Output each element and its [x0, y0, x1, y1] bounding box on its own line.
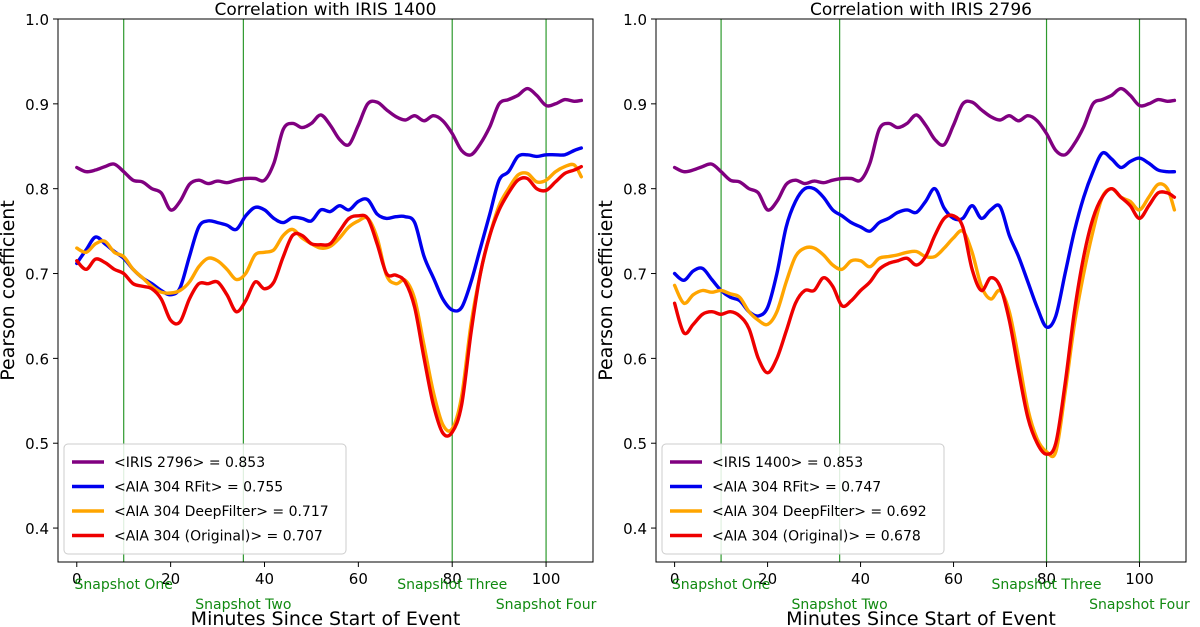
y-tick-label: 0.8 [25, 181, 49, 199]
plot-frame [57, 18, 594, 563]
legend-entry: <IRIS 1400> = 0.853 [712, 455, 863, 471]
y-axis-label: Pearson coefficient [0, 200, 19, 381]
x-tick-label: 80 [1037, 570, 1056, 588]
y-tick-label: 0.5 [25, 435, 49, 453]
legend-entry: <AIA 304 DeepFilter> = 0.692 [712, 504, 927, 520]
y-tick-label: 0.5 [623, 435, 647, 453]
legend-entry: <AIA 304 RFit> = 0.755 [114, 480, 283, 496]
series-line [75, 164, 583, 438]
legend-entry: <AIA 304 (Original)> = 0.707 [114, 529, 323, 545]
snapshot-label: Snapshot Three [397, 577, 507, 593]
chart-title: Correlation with IRIS 1400 [215, 0, 437, 20]
snapshot-label: Snapshot Four [1089, 597, 1190, 613]
y-tick-label: 0.6 [25, 350, 49, 368]
plot-frame [655, 18, 1187, 563]
x-tick-label: 100 [1125, 570, 1154, 588]
series-line [75, 86, 583, 212]
x-axis-label: Minutes Since Start of Event [786, 608, 1056, 627]
legend: <IRIS 2796> = 0.853 <AIA 304 RFit> = 0.75… [63, 443, 347, 555]
y-tick-label: 0.7 [25, 266, 49, 284]
legend-entry: <AIA 304 DeepFilter> = 0.717 [114, 504, 329, 520]
series-line [75, 162, 583, 433]
series-line [672, 187, 1177, 456]
legend-entry: <IRIS 2796> = 0.853 [114, 455, 265, 471]
snapshot-label: Snapshot One [672, 577, 770, 593]
x-axis-label: Minutes Since Start of Event [191, 608, 461, 627]
x-tick-label: 40 [851, 570, 870, 588]
snapshot-label: Snapshot Four [496, 597, 597, 613]
snapshot-label: Snapshot One [74, 577, 172, 593]
x-tick-label: 0 [72, 570, 82, 588]
series-line [672, 86, 1177, 212]
x-tick-label: 100 [532, 570, 561, 588]
x-tick-label: 20 [161, 570, 180, 588]
y-tick-label: 1.0 [623, 11, 647, 29]
y-tick-label: 0.4 [25, 520, 49, 538]
y-tick-label: 0.8 [623, 181, 647, 199]
series-line [672, 150, 1177, 329]
x-tick-label: 20 [758, 570, 777, 588]
legend: <IRIS 1400> = 0.853 <AIA 304 RFit> = 0.74… [661, 443, 945, 555]
y-tick-label: 0.7 [623, 266, 647, 284]
y-tick-label: 0.6 [623, 350, 647, 368]
y-tick-label: 0.4 [623, 520, 647, 538]
snapshot-label: Snapshot Two [195, 597, 291, 613]
x-tick-label: 60 [944, 570, 963, 588]
chart-panel-1: Correlation with IRIS 1400 0.4 0.5 0.6 0.7 0.… [0, 0, 597, 627]
y-tick-label: 0.9 [623, 96, 647, 114]
y-axis-label: Pearson coefficient [595, 200, 617, 381]
legend-entry: <AIA 304 (Original)> = 0.678 [712, 529, 921, 545]
chart-panel-2: Correlation with IRIS 2796 0.4 0.5 0.6 0.7 0.… [595, 0, 1190, 627]
x-tick-label: 80 [443, 570, 462, 588]
snapshot-label: Snapshot Three [992, 577, 1102, 593]
x-tick-label: 60 [349, 570, 368, 588]
y-tick-label: 1.0 [25, 11, 49, 29]
y-tick-label: 0.9 [25, 96, 49, 114]
chart-title: Correlation with IRIS 2796 [810, 0, 1032, 20]
legend-box [63, 443, 347, 555]
x-tick-label: 40 [255, 570, 274, 588]
legend-entry: <AIA 304 RFit> = 0.747 [712, 480, 881, 496]
snapshot-label: Snapshot Two [792, 597, 888, 613]
x-tick-label: 0 [670, 570, 680, 588]
legend-box [661, 443, 945, 555]
